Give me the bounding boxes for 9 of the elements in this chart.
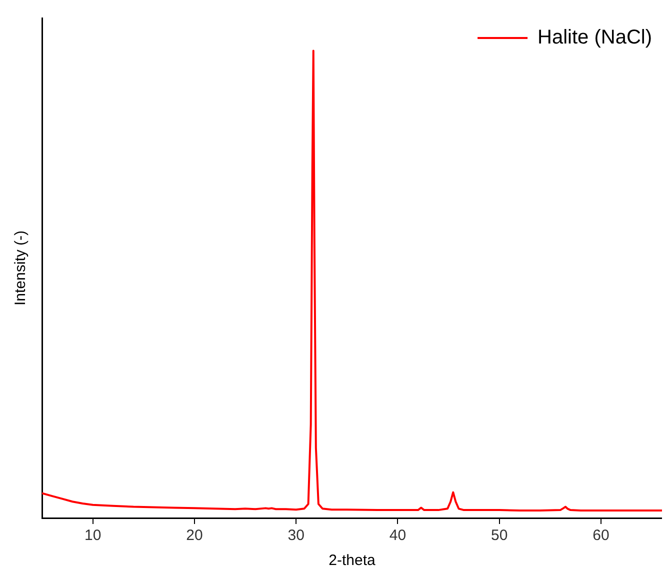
x-tick-label: 60	[592, 527, 610, 544]
x-tick-label: 50	[491, 527, 508, 544]
x-tick-label: 10	[84, 527, 102, 544]
x-tick-label: 30	[288, 527, 304, 544]
x-tick-label: 20	[186, 527, 203, 544]
x-axis-title: 2-theta	[328, 552, 376, 570]
x-tick-label: 40	[389, 527, 406, 544]
y-axis-title: Intensity (-)	[12, 230, 30, 306]
legend-label: Halite (NaCl)	[538, 26, 652, 49]
